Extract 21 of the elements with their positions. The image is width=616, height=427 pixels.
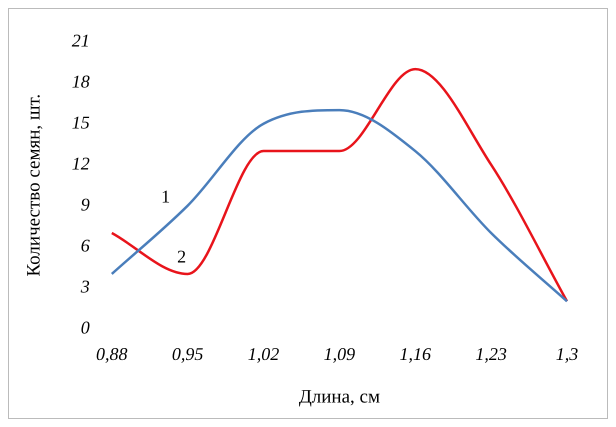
x-tick-label: 1,3: [556, 344, 578, 364]
y-tick-label: 0: [80, 317, 90, 338]
y-tick-label: 12: [72, 153, 90, 174]
line-series: [110, 108, 568, 303]
line-series: [110, 68, 568, 303]
x-tick-label: 1,09: [324, 344, 356, 364]
y-axis-title: Количество семян, шт.: [23, 94, 44, 277]
y-tick-label: 9: [80, 194, 90, 214]
y-tick-label: 15: [72, 112, 90, 132]
series-label: 1: [161, 186, 170, 206]
x-tick-label: 1,02: [248, 344, 280, 364]
y-tick-label: 6: [80, 235, 90, 256]
series-label: 2: [177, 246, 186, 267]
x-tick-label: 1,16: [400, 344, 432, 364]
y-tick-label: 21: [72, 30, 90, 51]
y-tick-label: 18: [72, 72, 90, 92]
x-tick-label: 0,88: [96, 344, 128, 364]
x-axis-title: Длина, см: [298, 386, 380, 408]
x-tick-label: 0,95: [172, 344, 204, 364]
x-tick-label: 1,23: [475, 344, 507, 364]
y-tick-label: 3: [80, 276, 90, 296]
